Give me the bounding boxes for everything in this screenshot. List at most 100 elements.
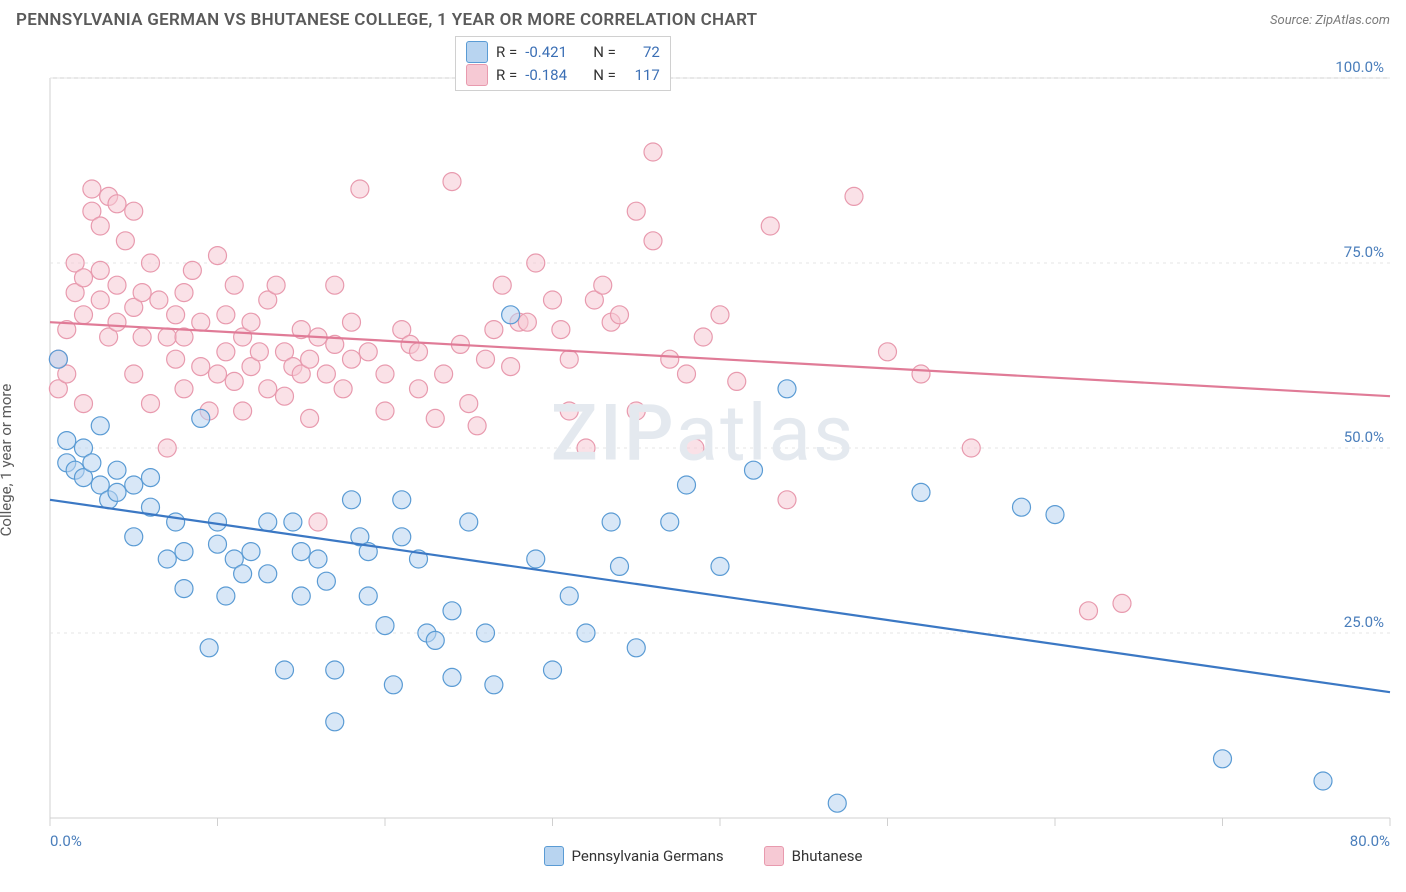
chart-container: College, 1 year or more ZIPatlas 25.0%50… [0,36,1406,866]
data-point [116,232,134,250]
scatter-chart-svg: 25.0%50.0%75.0%100.0%0.0%80.0% [0,36,1406,866]
data-point [209,535,227,553]
data-point [443,668,461,686]
data-point [577,439,595,457]
data-point [175,380,193,398]
legend-n-value: 117 [624,64,660,87]
data-point [91,417,109,435]
data-point [1013,498,1031,516]
data-point [326,276,344,294]
data-point [845,187,863,205]
legend-swatch [466,41,488,63]
data-point [292,543,310,561]
data-point [209,247,227,265]
data-point [393,528,411,546]
data-point [1214,750,1232,768]
data-point [1080,602,1098,620]
data-point [477,624,495,642]
data-point [133,328,151,346]
data-point [343,350,361,368]
data-point [343,313,361,331]
y-tick-label: 25.0% [1344,613,1384,631]
data-point [192,409,210,427]
data-point [125,476,143,494]
data-point [75,395,93,413]
legend-n-value: 72 [624,41,660,64]
data-point [150,291,168,309]
data-point [602,513,620,531]
data-point [552,321,570,339]
data-point [678,476,696,494]
series-legend-label: Bhutanese [792,847,863,865]
data-point [317,572,335,590]
data-point [301,350,319,368]
data-point [158,550,176,568]
data-point [485,676,503,694]
legend-r-value: -0.184 [525,64,585,87]
data-point [175,543,193,561]
data-point [443,173,461,191]
data-point [410,380,428,398]
header-bar: PENNSYLVANIA GERMAN VS BHUTANESE COLLEGE… [0,0,1406,36]
data-point [376,617,394,635]
data-point [560,587,578,605]
data-point [393,491,411,509]
legend-n-label: N = [593,64,616,87]
data-point [711,557,729,575]
data-point [761,217,779,235]
data-point [234,565,252,583]
data-point [962,439,980,457]
y-tick-label: 50.0% [1344,428,1384,446]
data-point [192,358,210,376]
data-point [627,402,645,420]
legend-r-label: R = [496,41,517,64]
legend-n-label: N = [593,41,616,64]
data-point [292,587,310,605]
data-point [167,513,185,531]
data-point [359,587,377,605]
data-point [1314,772,1332,790]
data-point [611,306,629,324]
data-point [276,387,294,405]
data-point [242,313,260,331]
data-point [108,195,126,213]
data-point [745,461,763,479]
data-point [242,543,260,561]
data-point [384,676,402,694]
series-legend-item: Bhutanese [764,846,863,866]
data-point [627,639,645,657]
data-point [142,395,160,413]
data-point [611,557,629,575]
data-point [49,350,67,368]
data-point [644,232,662,250]
data-point [259,565,277,583]
data-point [527,254,545,272]
data-point [301,409,319,427]
data-point [627,202,645,220]
data-point [175,284,193,302]
data-point [443,602,461,620]
data-point [376,402,394,420]
data-point [175,580,193,598]
data-point [250,343,268,361]
data-point [267,276,285,294]
data-point [167,306,185,324]
data-point [426,409,444,427]
data-point [158,439,176,457]
data-point [200,639,218,657]
data-point [75,269,93,287]
data-point [75,306,93,324]
data-point [460,395,478,413]
data-point [217,343,235,361]
y-axis-label: College, 1 year or more [0,384,15,537]
data-point [326,713,344,731]
correlation-legend: R =-0.421N =72R =-0.184N =117 [455,36,671,91]
data-point [142,469,160,487]
data-point [58,432,76,450]
data-point [661,513,679,531]
data-point [276,661,294,679]
data-point [678,365,696,383]
data-point [912,483,930,501]
legend-row: R =-0.421N =72 [466,41,660,64]
legend-row: R =-0.184N =117 [466,64,660,87]
